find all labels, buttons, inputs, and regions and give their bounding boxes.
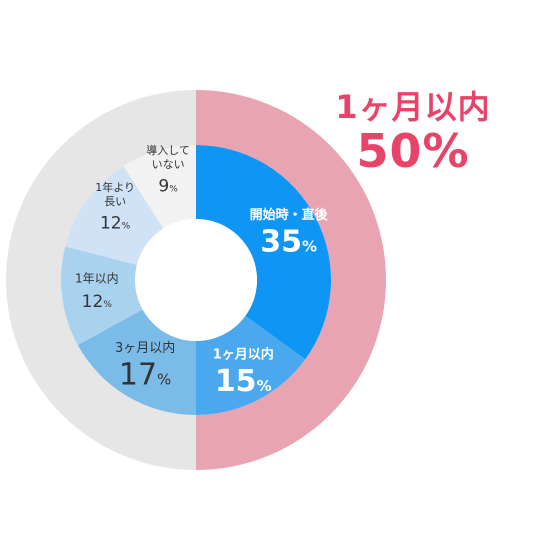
inner-ring bbox=[61, 145, 331, 416]
slice-category-label: 導入して bbox=[146, 143, 190, 157]
slice-category-label: 1年より bbox=[95, 180, 135, 194]
inner-slice-label-3: 1年以内 12% bbox=[75, 272, 119, 312]
slice-category-label: 長い bbox=[104, 195, 126, 208]
slice-category-label: 1ヶ月以内 bbox=[213, 347, 274, 363]
inner-slice-label-2: 3ヶ月以内 17% bbox=[115, 340, 175, 393]
outer-slice-1 bbox=[6, 90, 196, 470]
inner-slice-1 bbox=[196, 315, 306, 415]
slice-value-label: 12% bbox=[100, 214, 131, 234]
slice-value-label: 15% bbox=[215, 364, 272, 399]
callout-label: 1ヶ月以内 bbox=[335, 88, 491, 126]
center-hole bbox=[135, 219, 257, 341]
slice-category-label: 1年以内 bbox=[75, 272, 119, 286]
slice-value-label: 12% bbox=[82, 292, 113, 312]
inner-slice-4 bbox=[65, 166, 164, 265]
inner-slice-5 bbox=[123, 145, 196, 229]
callout-value: 50% bbox=[356, 124, 470, 178]
inner-slice-2 bbox=[77, 309, 196, 416]
slice-category-label: いない bbox=[152, 158, 185, 171]
slice-value-label: 17% bbox=[119, 358, 171, 393]
slice-value-label: 35% bbox=[260, 224, 317, 259]
outer-ring bbox=[6, 90, 386, 470]
inner-slice-3 bbox=[61, 246, 143, 346]
outer-slice-0 bbox=[196, 90, 386, 470]
inner-slice-0 bbox=[196, 145, 331, 360]
slice-category-label: 3ヶ月以内 bbox=[115, 340, 175, 356]
slice-category-label: 開始時・直後 bbox=[250, 207, 329, 223]
slice-value-label: 9% bbox=[158, 176, 178, 196]
